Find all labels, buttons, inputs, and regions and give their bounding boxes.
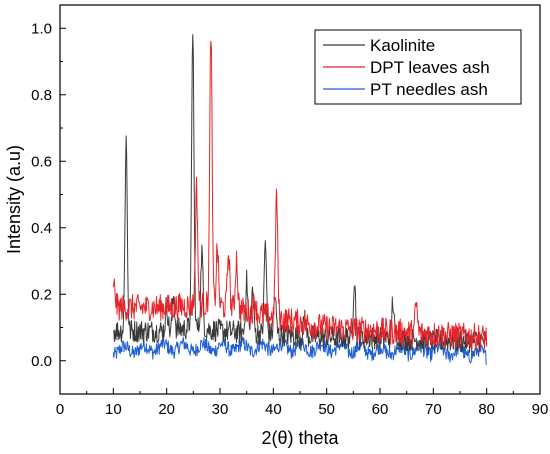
y-tick-label: 0.8 bbox=[31, 87, 52, 104]
plot-area: 0 10 20 30 40 50 60 70 80 90 0.0 0.2 0.4 0.6 0.8 1.0 bbox=[31, 4, 549, 418]
x-tick-label: 90 bbox=[532, 401, 549, 418]
y-axis-title: Intensity (a.u) bbox=[4, 145, 24, 254]
legend-entry-dpt-leaves-ash: DPT leaves ash bbox=[323, 58, 490, 77]
x-tick-label: 20 bbox=[158, 401, 175, 418]
x-axis: 0 10 20 30 40 50 60 70 80 90 bbox=[56, 388, 549, 418]
y-tick-label: 0.2 bbox=[31, 286, 52, 303]
series-line-dpt-leaves-ash bbox=[112, 40, 488, 351]
x-tick-label: 80 bbox=[478, 401, 495, 418]
x-axis-title: 2(θ) theta bbox=[261, 428, 339, 448]
series-layer bbox=[112, 34, 488, 365]
y-tick-label: 1.0 bbox=[31, 20, 52, 37]
x-tick-label: 30 bbox=[212, 401, 229, 418]
legend-entry-kaolinite: Kaolinite bbox=[323, 36, 435, 55]
y-axis: 0.0 0.2 0.4 0.6 0.8 1.0 bbox=[31, 20, 66, 370]
x-tick-label: 0 bbox=[56, 401, 64, 418]
legend-label-pt-needles-ash: PT needles ash bbox=[370, 80, 488, 99]
legend-label-kaolinite: Kaolinite bbox=[370, 36, 435, 55]
x-tick-label: 40 bbox=[265, 401, 282, 418]
x-tick-label: 10 bbox=[105, 401, 122, 418]
y-tick-label: 0.4 bbox=[31, 220, 52, 237]
y-tick-label: 0.0 bbox=[31, 353, 52, 370]
x-tick-label: 70 bbox=[425, 401, 442, 418]
y-tick-label: 0.6 bbox=[31, 153, 52, 170]
legend-label-dpt-leaves-ash: DPT leaves ash bbox=[370, 58, 490, 77]
legend-entry-pt-needles-ash: PT needles ash bbox=[323, 80, 488, 99]
x-tick-label: 60 bbox=[372, 401, 389, 418]
legend: Kaolinite DPT leaves ash PT needles ash bbox=[314, 29, 522, 105]
x-tick-label: 50 bbox=[318, 401, 335, 418]
